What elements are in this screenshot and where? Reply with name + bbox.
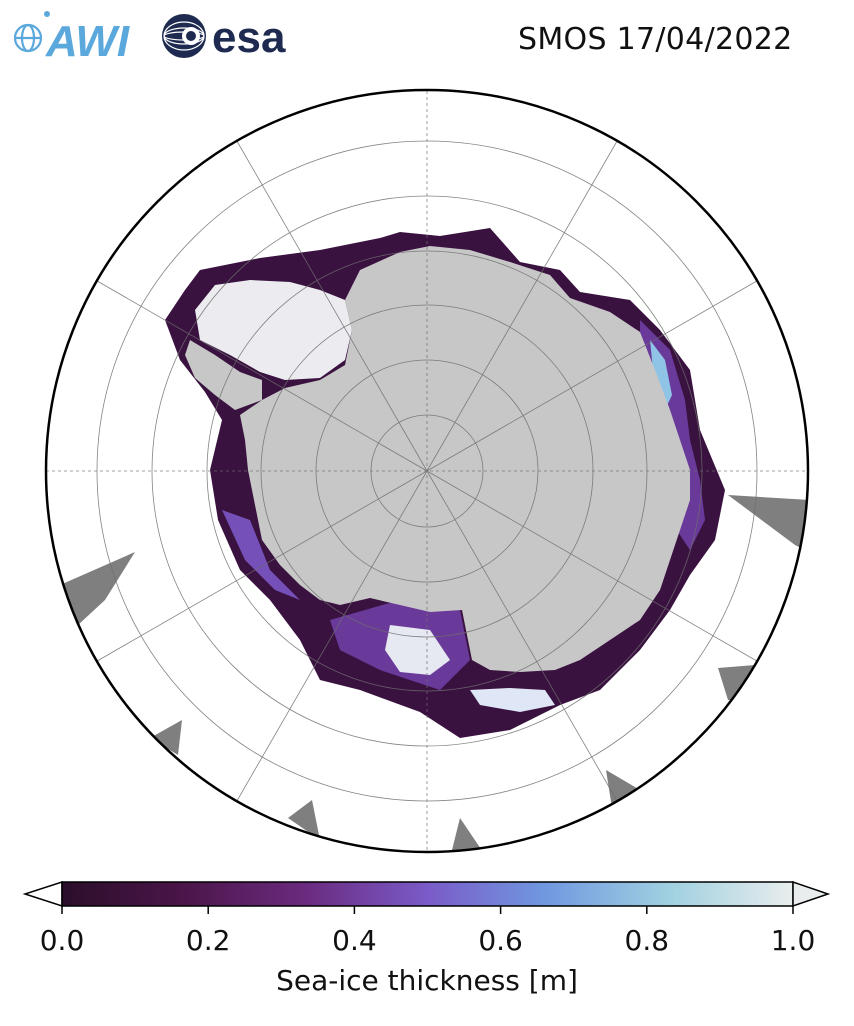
antarctic-peninsula — [185, 340, 262, 410]
polar-map — [44, 88, 810, 854]
colorbar-tick-label: 0.8 — [624, 924, 670, 957]
colorbar — [22, 880, 831, 914]
mask-south-3 — [288, 800, 320, 840]
map-boundary — [44, 88, 810, 854]
awi-globe-icon — [13, 23, 43, 53]
awi-logo-text: AWI — [45, 17, 130, 62]
sea-ice-light-blue — [650, 340, 672, 410]
colorbar-tick-label: 0.0 — [39, 924, 85, 957]
colorbar-label: Sea-ice thickness [m] — [276, 964, 578, 997]
graticule — [46, 90, 808, 852]
awi-logo: AWI — [13, 11, 130, 62]
colorbar-gradient — [61, 881, 794, 907]
sea-ice-thick-weddell — [195, 280, 352, 380]
map-title: SMOS 17/04/2022 — [518, 22, 793, 57]
esa-logo-text: esa — [212, 13, 286, 62]
sea-ice-thick-ross-2 — [470, 688, 555, 712]
antarctica-land — [240, 246, 690, 672]
mask-east — [728, 495, 808, 555]
mask-west — [60, 552, 135, 625]
colorbar-tick-label: 0.2 — [185, 924, 231, 957]
colorbar-tick-label: 0.6 — [478, 924, 523, 957]
sea-ice-mid-west — [222, 510, 300, 600]
mask-southwest-1 — [150, 720, 182, 755]
colorbar-tick-label: 1.0 — [770, 924, 816, 957]
sea-ice-thick-ross — [385, 625, 450, 675]
colorbar-extend-high — [792, 880, 831, 908]
esa-emblem-icon — [162, 14, 206, 58]
awi-star-icon — [44, 11, 50, 17]
colorbar-ticks — [61, 906, 794, 914]
colorbar-extend-low — [22, 880, 63, 908]
mask-south-1 — [606, 770, 640, 808]
esa-logo: esa — [162, 13, 286, 62]
colorbar-tick-label: 0.4 — [332, 924, 377, 957]
